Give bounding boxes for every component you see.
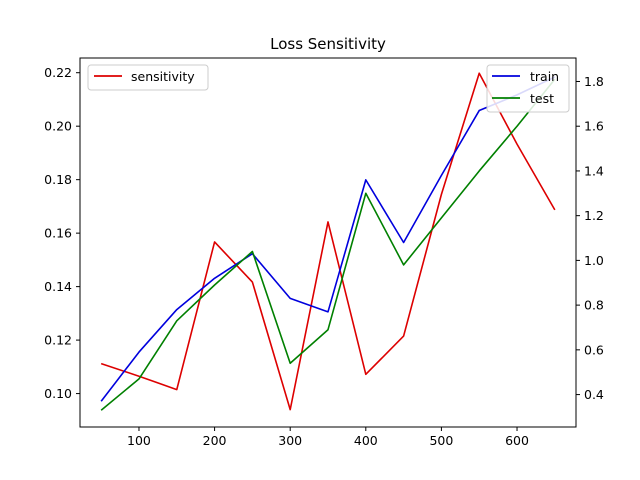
plot-frame	[79, 57, 577, 428]
x-tick-label: 600	[505, 433, 529, 448]
right-y-tick-label: 0.6	[584, 342, 604, 357]
chart-title: Loss Sensitivity	[270, 35, 386, 53]
right-y-tick-label: 0.8	[584, 298, 604, 313]
left-y-tick-label: 0.14	[44, 279, 72, 294]
left-y-axis: 0.10 0.12 0.14 0.16 0.18 0.20 0.22	[44, 65, 80, 401]
right-y-tick-label: 1.4	[584, 163, 604, 178]
x-tick-label: 500	[429, 433, 453, 448]
series-line-test	[100, 78, 556, 411]
series-line-sensitivity	[100, 72, 556, 411]
left-y-tick-label: 0.12	[44, 333, 72, 348]
left-y-tick-label: 0.10	[44, 386, 72, 401]
plot-lines	[100, 72, 556, 411]
left-y-tick-label: 0.16	[44, 226, 72, 241]
right-y-tick-label: 1.6	[584, 119, 604, 134]
legend-label-test: test	[530, 91, 554, 106]
x-tick-label: 300	[278, 433, 302, 448]
x-axis: 100 200 300 400 500 600	[127, 427, 529, 448]
x-tick-label: 400	[354, 433, 378, 448]
x-tick-label: 100	[127, 433, 151, 448]
left-y-tick-label: 0.20	[44, 119, 72, 134]
legend-left-box	[87, 64, 209, 91]
legend-right: train test	[486, 64, 570, 113]
right-y-tick-label: 0.4	[584, 387, 604, 402]
legend-label-sensitivity: sensitivity	[131, 69, 195, 84]
legend-label-train: train	[530, 69, 559, 84]
right-y-tick-label: 1.0	[584, 253, 604, 268]
x-tick-label: 200	[203, 433, 227, 448]
legend-left: sensitivity	[87, 64, 209, 91]
left-y-tick-label: 0.22	[44, 65, 72, 80]
left-y-tick-label: 0.18	[44, 172, 72, 187]
right-y-tick-label: 1.8	[584, 74, 604, 89]
series-line-train	[100, 76, 556, 402]
right-y-axis: 0.4 0.6 0.8 1.0 1.2 1.4 1.6 1.8	[576, 74, 604, 402]
right-y-tick-label: 1.2	[584, 208, 604, 223]
